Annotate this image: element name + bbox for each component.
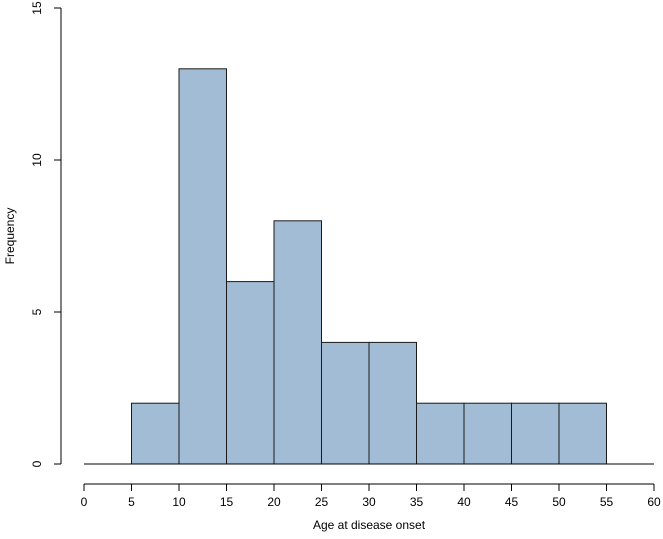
x-tick-label-40: 40 bbox=[457, 495, 471, 509]
histogram-bar-45-50 bbox=[511, 402, 560, 465]
x-tick-label-60: 60 bbox=[647, 495, 661, 509]
x-axis-title: Age at disease onset bbox=[313, 518, 426, 532]
bars-layer bbox=[131, 68, 607, 465]
x-tick-label-20: 20 bbox=[267, 495, 281, 509]
axes-layer: 0 5 10 15 20 25 30 35 40 45 50 55 60 0 5 10 15 bbox=[30, 1, 661, 509]
x-tick-label-5: 5 bbox=[128, 495, 135, 509]
x-tick-label-30: 30 bbox=[362, 495, 376, 509]
x-tick-label-35: 35 bbox=[410, 495, 424, 509]
histogram-bar-35-40 bbox=[416, 402, 465, 465]
y-tick-label-0: 0 bbox=[30, 460, 44, 467]
y-tick-label-5: 5 bbox=[30, 308, 44, 315]
x-tick-label-15: 15 bbox=[220, 495, 234, 509]
x-tick-label-10: 10 bbox=[172, 495, 186, 509]
histogram-bar-40-45 bbox=[463, 402, 512, 465]
x-tick-label-25: 25 bbox=[315, 495, 329, 509]
y-tick-label-15: 15 bbox=[30, 1, 44, 15]
histogram-bar-50-55 bbox=[558, 402, 607, 465]
histogram-bar-30-35 bbox=[368, 341, 417, 465]
y-axis-title: Frequency bbox=[3, 208, 17, 265]
histogram-bar-25-30 bbox=[321, 341, 370, 465]
x-tick-label-45: 45 bbox=[505, 495, 519, 509]
y-tick-label-10: 10 bbox=[30, 153, 44, 167]
x-tick-label-0: 0 bbox=[81, 495, 88, 509]
x-tick-label-55: 55 bbox=[600, 495, 614, 509]
histogram-bar-15-20 bbox=[226, 281, 275, 465]
histogram-bar-5-10 bbox=[131, 402, 180, 465]
histogram-bar-20-25 bbox=[273, 220, 322, 465]
x-tick-label-50: 50 bbox=[552, 495, 566, 509]
histogram-bar-10-15 bbox=[178, 68, 227, 465]
